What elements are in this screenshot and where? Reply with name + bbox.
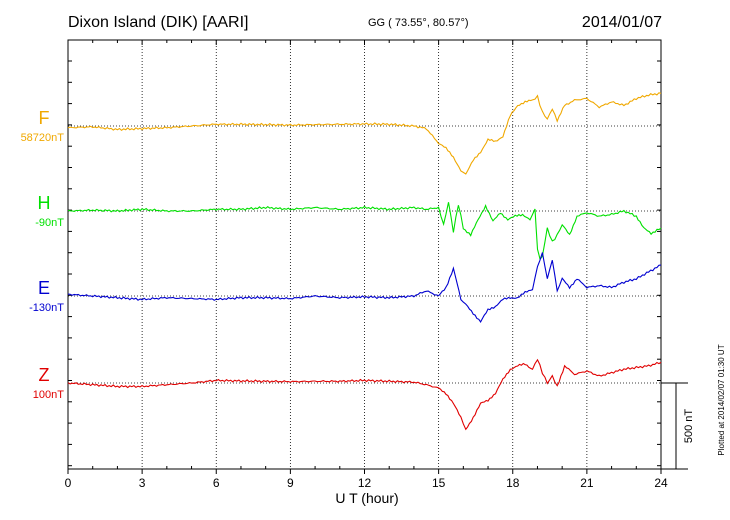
x-tick-label-15: 15 xyxy=(432,476,446,490)
grid-lines xyxy=(141,40,588,469)
x-tick-label-24: 24 xyxy=(654,476,668,490)
series-name-F: F xyxy=(39,108,50,128)
series-baseline-H: -90nT xyxy=(35,217,64,229)
series-line-F xyxy=(67,92,662,175)
station-coords: GG ( 73.55°, 80.57°) xyxy=(368,17,469,29)
series-labels: F 58720nT H -90nT E -130nT Z 100nT xyxy=(21,108,65,401)
x-axis-label: U T (hour) xyxy=(335,490,398,506)
plotted-note: Plotted at 2014/02/07 01:30 UT xyxy=(717,344,726,455)
series-baseline-E: -130nT xyxy=(29,302,64,314)
x-tick-label-6: 6 xyxy=(213,476,220,490)
series-line-Z xyxy=(67,358,662,431)
series-name-Z: Z xyxy=(39,365,50,385)
series-baseline-Z: 100nT xyxy=(33,389,64,401)
x-tick-label-21: 21 xyxy=(580,476,594,490)
x-tick-label-12: 12 xyxy=(358,476,372,490)
series-name-E: E xyxy=(38,278,50,298)
x-tick-label-0: 0 xyxy=(65,476,72,490)
baseline-lines xyxy=(68,125,661,384)
series-lines xyxy=(67,92,662,431)
plot-frame xyxy=(67,39,662,470)
series-line-E xyxy=(67,252,662,323)
series-line-H xyxy=(67,202,662,260)
x-tick-label-3: 3 xyxy=(139,476,146,490)
x-ticks: 0 3 6 9 12 15 18 21 24 xyxy=(65,40,668,490)
x-tick-label-9: 9 xyxy=(287,476,294,490)
scale-bar-label: 500 nT xyxy=(683,409,695,444)
x-tick-label-18: 18 xyxy=(506,476,520,490)
chart-date: 2014/01/07 xyxy=(582,14,662,31)
chart-title: Dixon Island (DIK) [AARI] xyxy=(68,14,249,31)
series-baseline-F: 58720nT xyxy=(21,132,65,144)
scale-bar: 500 nT xyxy=(661,382,695,470)
series-name-H: H xyxy=(38,193,51,213)
y-ticks xyxy=(68,60,661,467)
